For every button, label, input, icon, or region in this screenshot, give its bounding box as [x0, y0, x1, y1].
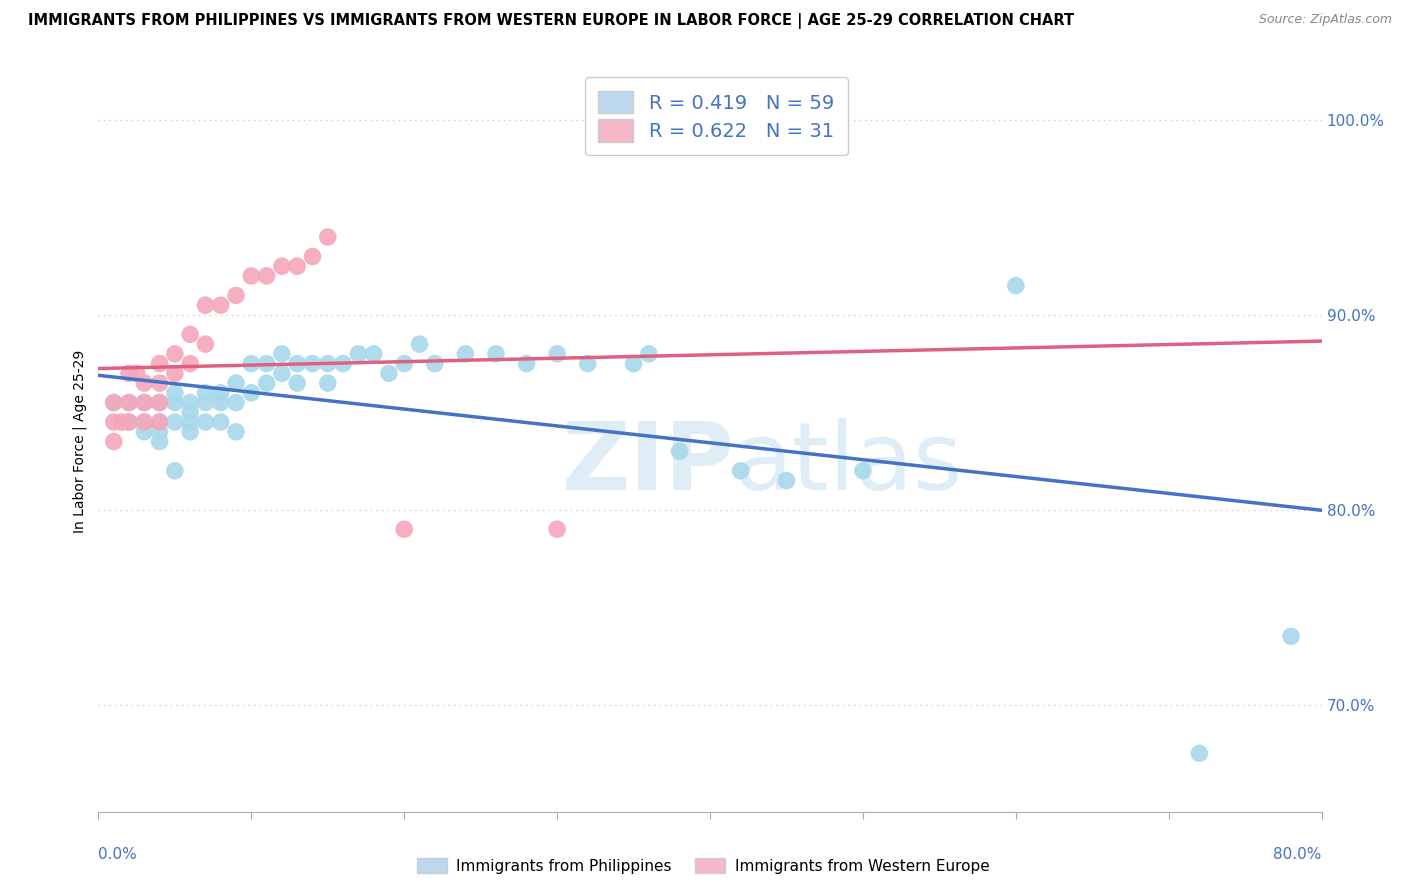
- Point: [668, 444, 690, 458]
- Point: [637, 347, 661, 361]
- Point: [125, 367, 148, 381]
- Point: [378, 367, 401, 381]
- Point: [516, 357, 538, 371]
- Point: [1279, 629, 1302, 643]
- Point: [194, 415, 217, 429]
- Point: [332, 357, 354, 371]
- Point: [225, 376, 247, 390]
- Point: [194, 385, 217, 400]
- Point: [623, 357, 645, 371]
- Point: [194, 395, 217, 409]
- Point: [179, 327, 201, 342]
- Text: Source: ZipAtlas.com: Source: ZipAtlas.com: [1258, 13, 1392, 27]
- Text: ZIP: ZIP: [561, 417, 734, 509]
- Point: [179, 425, 201, 439]
- Point: [225, 425, 247, 439]
- Point: [1188, 746, 1211, 760]
- Point: [163, 395, 186, 409]
- Point: [103, 395, 125, 409]
- Point: [256, 268, 278, 283]
- Point: [408, 337, 430, 351]
- Point: [225, 395, 247, 409]
- Point: [194, 337, 217, 351]
- Point: [775, 474, 797, 488]
- Text: IMMIGRANTS FROM PHILIPPINES VS IMMIGRANTS FROM WESTERN EUROPE IN LABOR FORCE | A: IMMIGRANTS FROM PHILIPPINES VS IMMIGRANT…: [28, 13, 1074, 29]
- Point: [149, 395, 172, 409]
- Point: [240, 357, 263, 371]
- Point: [118, 395, 141, 409]
- Point: [209, 395, 232, 409]
- Point: [163, 367, 186, 381]
- Point: [730, 464, 752, 478]
- Point: [240, 385, 263, 400]
- Point: [392, 522, 416, 536]
- Point: [134, 395, 156, 409]
- Point: [270, 367, 292, 381]
- Point: [285, 357, 308, 371]
- Point: [134, 425, 156, 439]
- Point: [256, 376, 278, 390]
- Point: [316, 376, 339, 390]
- Point: [285, 376, 308, 390]
- Point: [209, 385, 232, 400]
- Point: [179, 395, 201, 409]
- Point: [285, 259, 308, 273]
- Point: [110, 415, 132, 429]
- Point: [134, 395, 156, 409]
- Point: [270, 347, 292, 361]
- Point: [485, 347, 508, 361]
- Text: 0.0%: 0.0%: [98, 847, 138, 862]
- Text: atlas: atlas: [734, 417, 963, 509]
- Point: [225, 288, 247, 302]
- Point: [546, 347, 568, 361]
- Point: [454, 347, 477, 361]
- Text: 80.0%: 80.0%: [1274, 847, 1322, 862]
- Legend: Immigrants from Philippines, Immigrants from Western Europe: Immigrants from Philippines, Immigrants …: [411, 852, 995, 880]
- Point: [163, 385, 186, 400]
- Point: [316, 230, 339, 244]
- Point: [134, 415, 156, 429]
- Point: [392, 357, 416, 371]
- Point: [1004, 278, 1026, 293]
- Point: [423, 357, 446, 371]
- Point: [270, 259, 292, 273]
- Point: [103, 415, 125, 429]
- Point: [194, 298, 217, 312]
- Point: [149, 415, 172, 429]
- Point: [149, 434, 172, 449]
- Point: [118, 367, 141, 381]
- Point: [852, 464, 875, 478]
- Point: [576, 357, 599, 371]
- Point: [118, 415, 141, 429]
- Point: [149, 357, 172, 371]
- Point: [209, 415, 232, 429]
- Point: [347, 347, 370, 361]
- Point: [149, 415, 172, 429]
- Point: [179, 415, 201, 429]
- Point: [149, 425, 172, 439]
- Point: [163, 347, 186, 361]
- Point: [363, 347, 385, 361]
- Point: [163, 415, 186, 429]
- Point: [103, 395, 125, 409]
- Point: [240, 268, 263, 283]
- Point: [179, 357, 201, 371]
- Y-axis label: In Labor Force | Age 25-29: In Labor Force | Age 25-29: [73, 350, 87, 533]
- Point: [149, 376, 172, 390]
- Point: [149, 395, 172, 409]
- Point: [134, 376, 156, 390]
- Point: [118, 415, 141, 429]
- Point: [316, 357, 339, 371]
- Point: [301, 250, 323, 264]
- Point: [256, 357, 278, 371]
- Point: [134, 415, 156, 429]
- Legend: R = 0.419   N = 59, R = 0.622   N = 31: R = 0.419 N = 59, R = 0.622 N = 31: [585, 78, 848, 155]
- Point: [103, 434, 125, 449]
- Point: [209, 298, 232, 312]
- Point: [546, 522, 568, 536]
- Point: [163, 464, 186, 478]
- Point: [301, 357, 323, 371]
- Point: [179, 405, 201, 419]
- Point: [118, 395, 141, 409]
